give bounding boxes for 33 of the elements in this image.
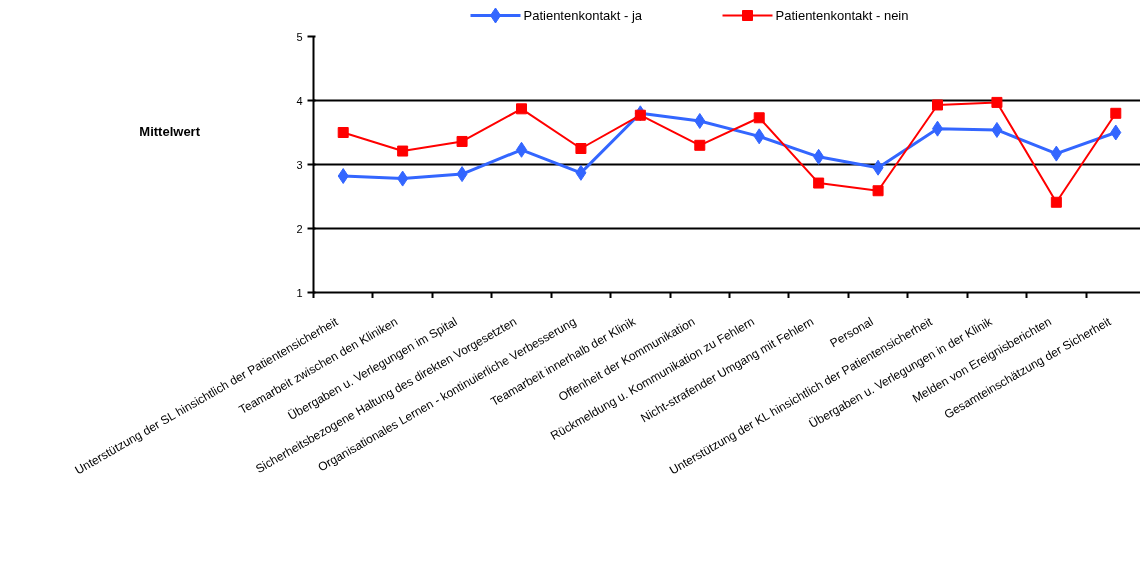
- y-tick-label: 2: [296, 222, 303, 235]
- legend-label: Patientenkontakt - ja: [523, 8, 643, 23]
- point: [753, 128, 765, 145]
- point: [1110, 124, 1122, 141]
- y-tick-label: 1: [296, 286, 303, 299]
- point: [397, 145, 409, 157]
- point: [337, 168, 349, 185]
- y-axis-title: Mittelwert: [139, 123, 200, 141]
- legend-label: Patientenkontakt - nein: [775, 8, 909, 23]
- y-tick-label: 4: [296, 94, 303, 107]
- point: [694, 139, 706, 151]
- point: [932, 99, 943, 111]
- point: [1050, 145, 1062, 162]
- point: [694, 112, 706, 129]
- y-tick-label: 5: [296, 30, 303, 43]
- point: [516, 103, 527, 115]
- point: [397, 170, 409, 187]
- point: [575, 143, 587, 154]
- point: [872, 185, 884, 197]
- point: [337, 127, 349, 138]
- point: [991, 121, 1003, 138]
- point: [456, 135, 468, 147]
- point: [872, 159, 884, 176]
- point: [813, 177, 825, 189]
- point: [575, 164, 587, 181]
- point: [753, 112, 765, 124]
- point: [456, 166, 468, 183]
- point: [1110, 107, 1122, 119]
- point: [634, 109, 646, 121]
- point: [991, 96, 1003, 108]
- point: [1050, 196, 1062, 208]
- y-tick-label: 3: [296, 158, 303, 171]
- point: [813, 148, 825, 165]
